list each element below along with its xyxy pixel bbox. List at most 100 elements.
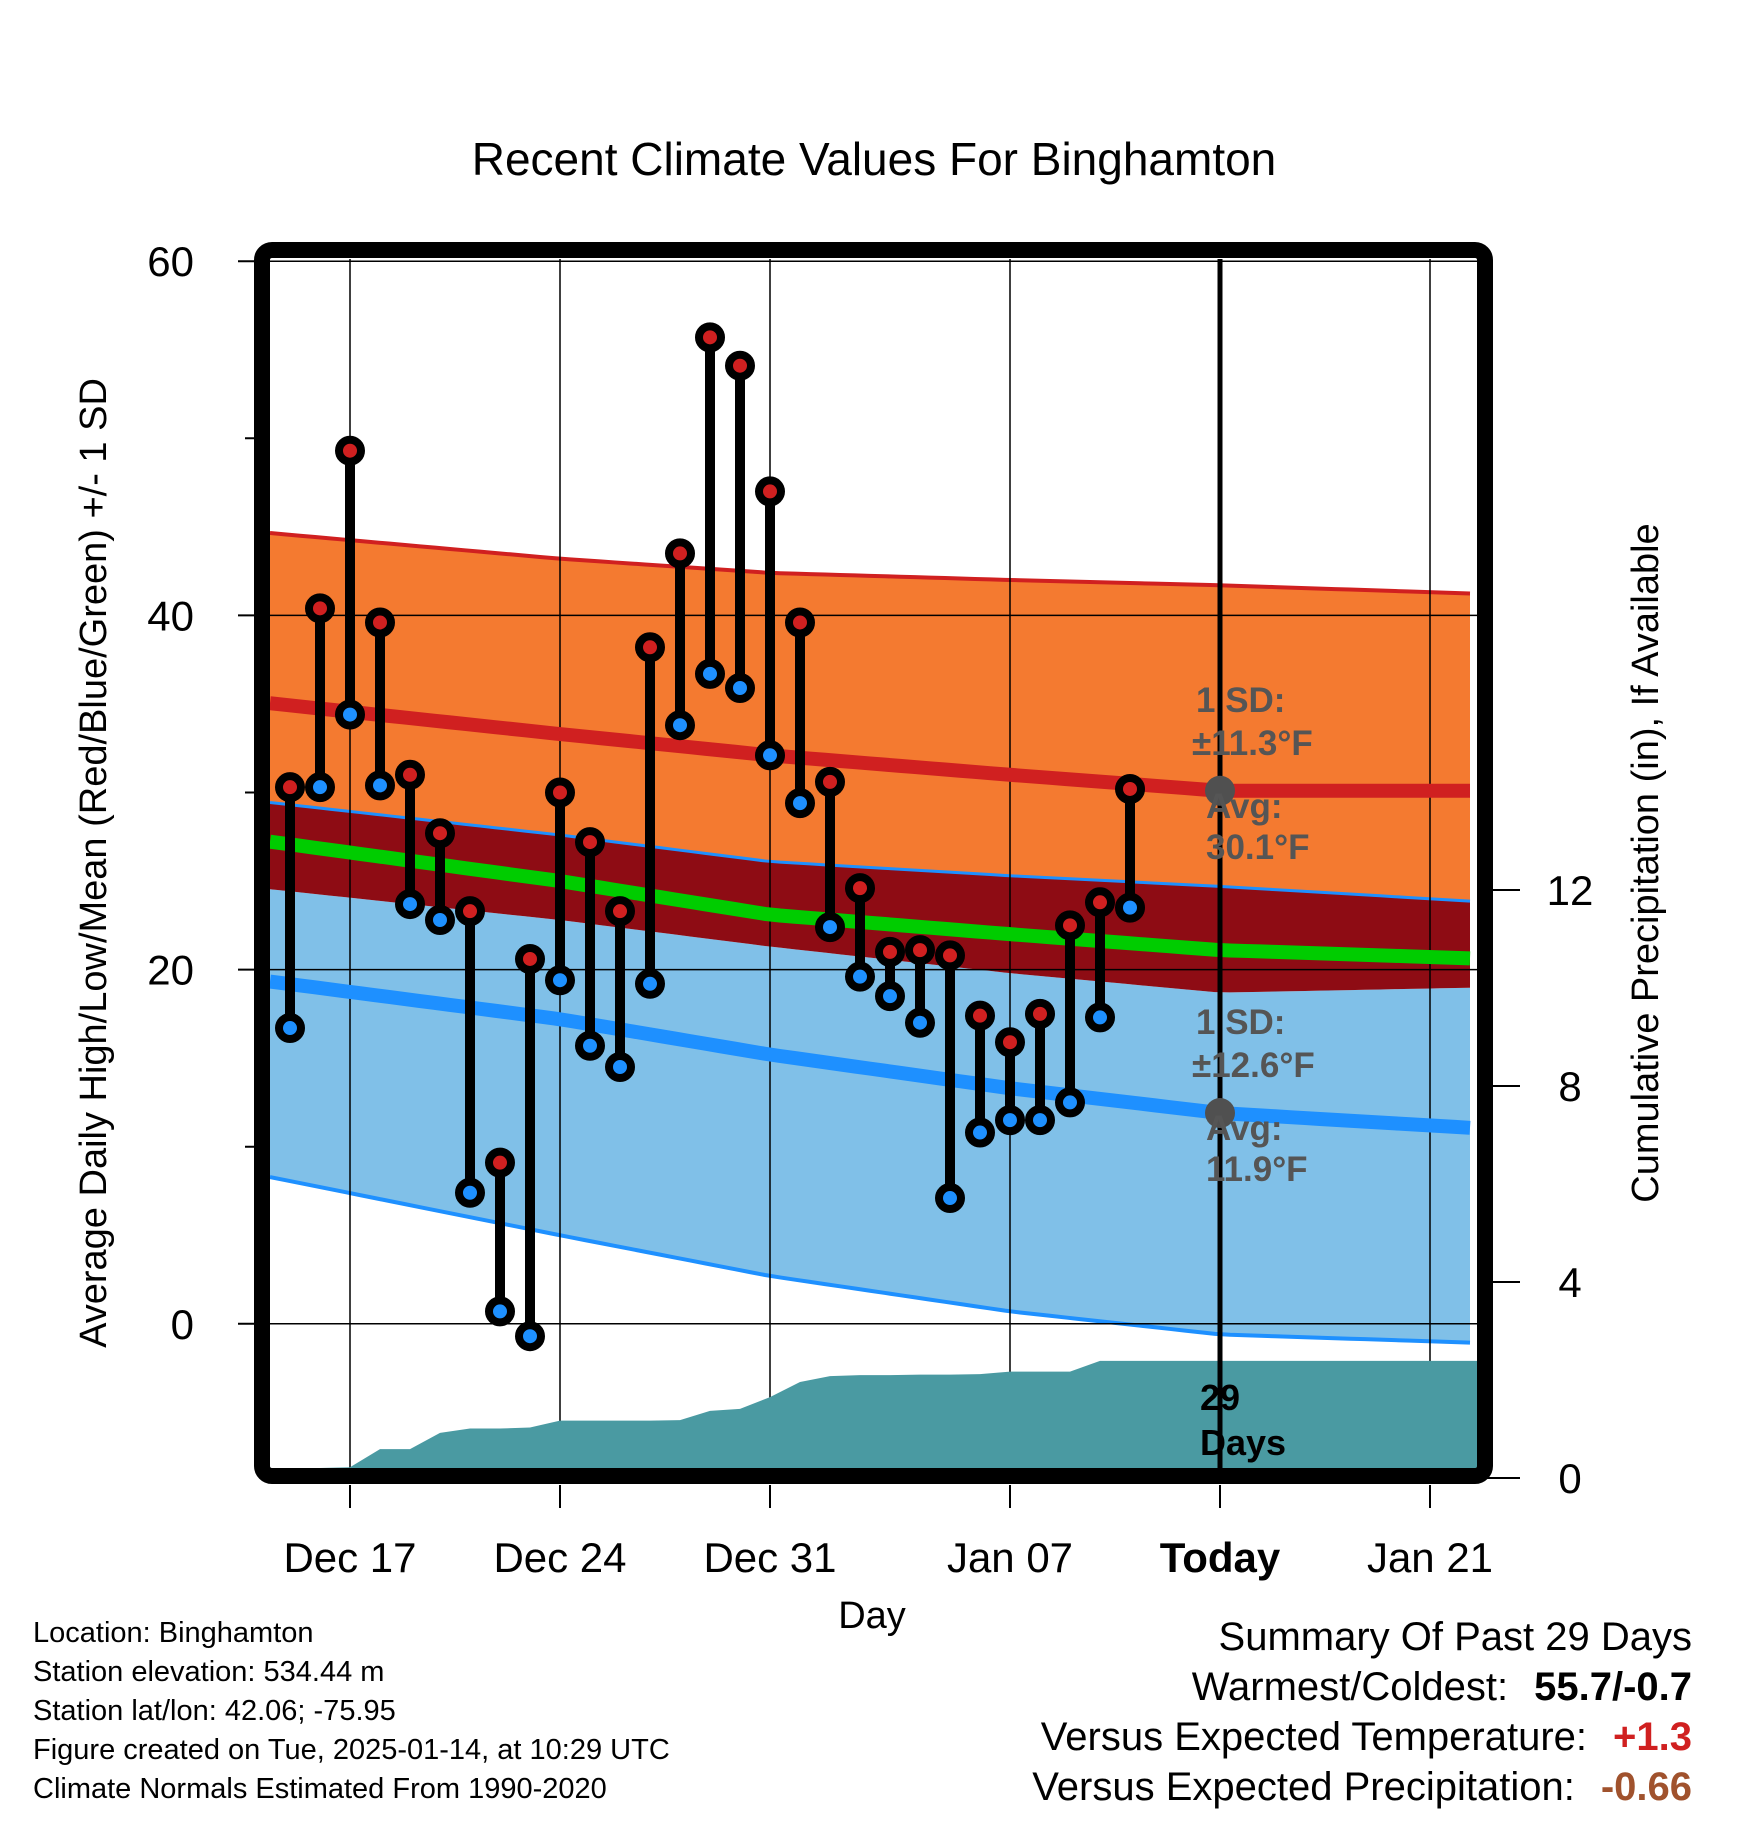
low-point [905,1007,935,1038]
low-point [725,673,755,704]
high-point [995,1027,1025,1058]
day-observation [305,593,335,803]
summary-heading: Summary Of Past 29 Days [1218,1615,1692,1659]
low-point [485,1296,515,1327]
high-upper-edge [270,531,1471,596]
high-point [425,818,455,849]
day-observation [365,607,395,801]
x-axis-title: Day [838,1595,906,1637]
high-point [485,1147,515,1178]
day-observation [785,607,815,819]
temp-departure-label: Versus Expected Temperature: [1040,1715,1588,1759]
high-point [575,827,605,858]
plot-frame [254,242,1493,1484]
high-mean-line [270,696,1470,798]
day-observation [575,827,605,1061]
low-point [815,912,845,943]
precip-departure-value: -0.66 [1600,1765,1692,1809]
low-point [875,981,905,1012]
high-point [665,538,695,569]
x-tick-label: Jan 07 [947,1534,1073,1581]
low-avg-value: 11.9°F [1206,1150,1308,1189]
low-point [1025,1105,1055,1136]
warmest-coldest-value: 55.7/-0.7 [1534,1665,1692,1709]
day-observation [1055,910,1085,1118]
high-point [395,759,425,790]
high-point [695,322,725,353]
day-observation [605,896,635,1083]
high-point [785,607,815,638]
today-line [1205,259,1235,1468]
day-observation [515,943,545,1352]
latlon-text: Station lat/lon: 42.06; -75.95 [33,1695,396,1727]
low-point [1085,1002,1115,1033]
day-observation [755,476,785,771]
day-observation [845,873,875,992]
created-text: Figure created on Tue, 2025-01-14, at 10… [33,1734,670,1766]
x-tick-label: Today [1160,1534,1281,1581]
high-point [365,607,395,638]
annotations: 1 SD: ±11.3°F Avg: 30.1°F 1 SD: ±12.6°F … [1192,681,1315,1463]
y-tick-label: 40 [147,592,194,639]
y-axis-title: Average Daily High/Low/Mean (Red/Blue/Gr… [73,378,115,1348]
high-lower-edge [270,800,1471,903]
normal-bands [270,531,1471,1345]
y2-tick-label: 0 [1558,1455,1581,1502]
low-point [455,1177,485,1208]
days-word-label: Days [1200,1422,1286,1463]
day-observation [665,538,695,741]
low-point [305,772,335,803]
day-observation [875,936,905,1012]
station-info: Location: Binghamton Station elevation: … [33,1614,670,1809]
high-point [515,943,545,974]
today-low-avg-marker [1205,1098,1235,1129]
high-point [965,1000,995,1031]
low-point [365,770,395,801]
overall-mean-line [270,834,1471,966]
day-observation [935,940,965,1214]
low-point [275,1013,305,1044]
high-sd-value: ±11.3°F [1192,724,1313,763]
day-observation [905,935,935,1038]
precip-area-fill [275,1360,1477,1468]
day-observation [725,350,755,704]
temp-departure-value: +1.3 [1613,1715,1692,1759]
high-sd-label: 1 SD: [1196,681,1285,720]
high-point [605,896,635,927]
normals-text: Climate Normals Estimated From 1990-2020 [33,1773,607,1805]
day-observation [485,1147,515,1327]
high-point [755,476,785,507]
low-point [1055,1087,1085,1118]
x-tick-label: Dec 24 [493,1534,626,1581]
y2-tick-label: 4 [1558,1259,1581,1306]
high-point [335,435,365,466]
summary-temp: Versus Expected Temperature: +1.3 [1032,1712,1692,1762]
low-point [395,889,425,920]
y-tick-label: 20 [147,947,194,994]
chart-title: Recent Climate Values For Binghamton [472,133,1277,185]
high-point [635,632,665,663]
day-observation [1115,773,1145,923]
low-point [665,710,695,741]
high-point [275,772,305,803]
high-point [1055,910,1085,941]
precip-area [275,1360,1477,1468]
high-sd-band [270,533,1470,902]
high-point [1115,773,1145,804]
elevation-text: Station elevation: 534.44 m [33,1656,385,1688]
low-point [335,699,365,730]
low-point [515,1321,545,1352]
day-observation [425,818,455,936]
y2-axis-title: Cumulative Precipitation (in), If Availa… [1625,523,1667,1202]
high-point [905,935,935,966]
plot-area: 1 SD: ±11.3°F Avg: 30.1°F 1 SD: ±12.6°F … [270,259,1477,1468]
high-point [815,766,845,797]
low-sd-band [270,889,1470,1343]
x-tick-label: Dec 31 [703,1534,836,1581]
high-point [1025,998,1055,1029]
day-observation [695,322,725,689]
low-point [695,658,725,689]
low-point [785,788,815,819]
low-lower-edge [270,1175,1471,1345]
high-point [875,936,905,967]
